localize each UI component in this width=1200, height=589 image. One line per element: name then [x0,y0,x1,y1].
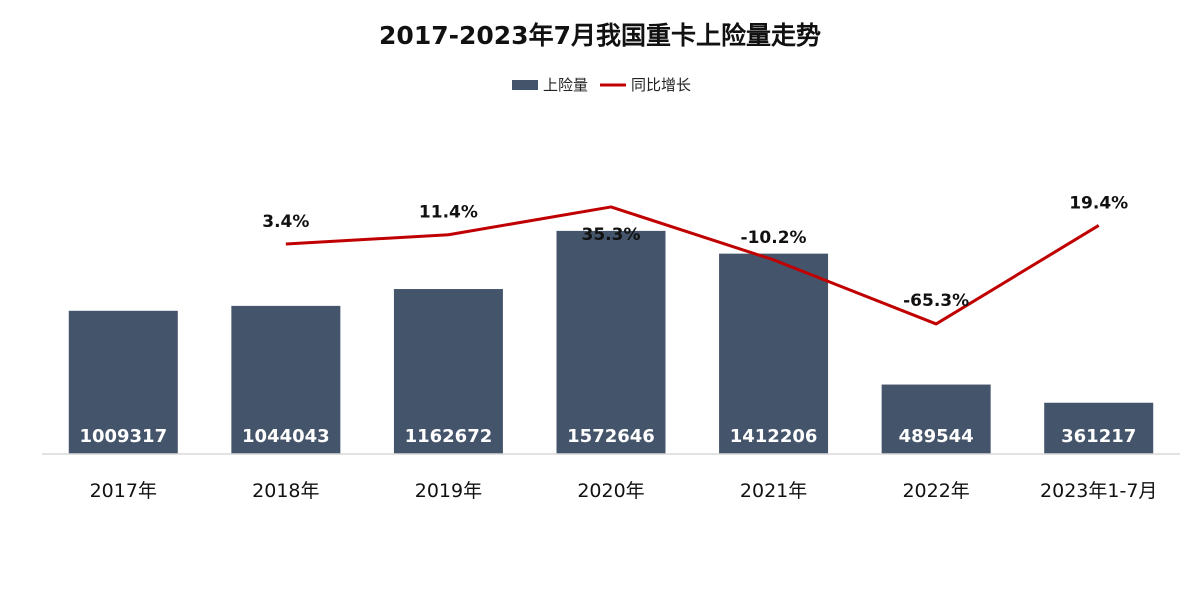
growth-value-label: -10.2% [741,228,807,248]
bar-value-labels: 1009317 1044043 1162672 1572646 1412206 48954… [79,426,1136,447]
bar-value-label: 1162672 [405,426,493,447]
growth-value-label: 35.3% [582,225,641,245]
bar [231,305,341,454]
bar [881,384,991,454]
growth-value-label: -65.3% [903,291,969,311]
bars [68,230,1154,454]
category-label: 2023年1-7月 [1040,480,1157,502]
legend: 上险量 同比增长 [512,76,691,94]
growth-value-labels: 3.4% 11.4% 35.3% -10.2% -65.3% 19.4% [262,193,1128,311]
bar-value-label: 1572646 [567,426,655,447]
bar [393,289,503,454]
bar [719,253,829,454]
bar-value-label: 489544 [899,426,974,447]
bar-value-label: 1044043 [242,426,330,447]
growth-value-label: 3.4% [262,212,309,232]
category-label: 2022年 [902,480,969,502]
bar-value-label: 361217 [1061,426,1136,447]
bar [1044,402,1154,454]
category-label: 2020年 [577,480,644,502]
legend-label-line: 同比增长 [631,76,691,94]
legend-swatch-bar [512,80,538,90]
category-labels: 2017年 2018年 2019年 2020年 2021年 2022年 2023年1-7月 [90,480,1158,502]
growth-line-series [285,205,1100,326]
bar [556,230,666,454]
growth-value-label: 19.4% [1069,193,1128,213]
growth-value-label: 11.4% [419,203,478,223]
category-label: 2017年 [90,480,157,502]
category-label: 2019年 [415,480,482,502]
chart-title: 2017-2023年7月我国重卡上险量走势 [379,21,821,50]
legend-label-bar: 上险量 [543,76,588,94]
growth-line [285,205,1100,326]
bar-value-label: 1412206 [730,426,818,447]
category-label: 2021年 [740,480,807,502]
category-label: 2018年 [252,480,319,502]
bar [68,310,178,454]
bar-value-label: 1009317 [79,426,167,447]
